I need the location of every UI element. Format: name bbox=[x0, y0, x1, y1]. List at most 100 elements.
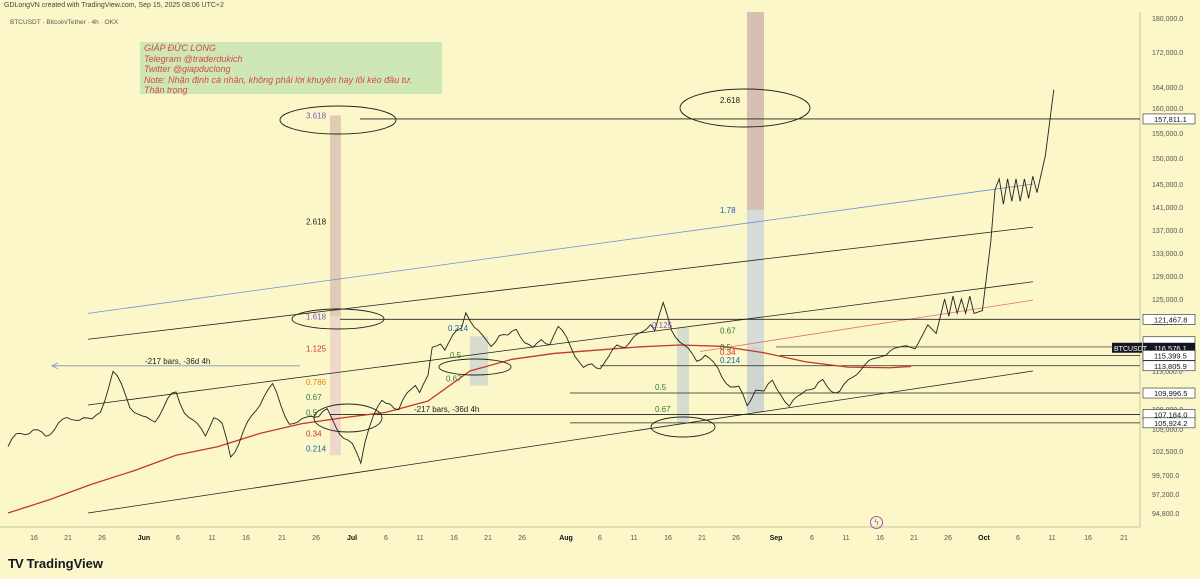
x-tick-label: 21 bbox=[484, 535, 492, 542]
highlight-ellipse bbox=[679, 88, 811, 128]
author-note: GIÁP ĐỨC LONG Telegram @traderdukich Twi… bbox=[140, 42, 442, 95]
fib-label-left: 0.786 bbox=[306, 378, 327, 387]
y-tick-label: 145,000.0 bbox=[1152, 182, 1183, 189]
y-tick-label: 155,000.0 bbox=[1152, 131, 1183, 138]
y-tick-label: 137,000.0 bbox=[1152, 228, 1183, 235]
x-tick-label: 6 bbox=[598, 535, 602, 542]
tradingview-brand[interactable]: TV TradingView bbox=[8, 556, 103, 571]
x-tick-label: 11 bbox=[630, 535, 637, 542]
highlight-ellipse bbox=[650, 416, 716, 438]
x-tick-label: Oct bbox=[978, 535, 990, 542]
y-tick-label: 113,000.0 bbox=[1152, 369, 1183, 376]
y-tick-label: 180,000.0 bbox=[1152, 16, 1183, 23]
highlight-ellipse bbox=[291, 308, 385, 330]
x-tick-label: 16 bbox=[450, 535, 458, 542]
price-tag-label: 121,467.8 bbox=[1154, 315, 1187, 324]
projection-path-line bbox=[914, 89, 1055, 350]
tradingview-logo-icon: TV bbox=[8, 556, 24, 571]
creator-line: GDLongVN created with TradingView.com, S… bbox=[4, 2, 224, 9]
highlight-ellipse bbox=[313, 403, 383, 433]
x-tick-label: 6 bbox=[384, 535, 388, 542]
y-tick-label: 99,700.0 bbox=[1152, 473, 1179, 480]
price-series-line bbox=[7, 300, 916, 465]
y-tick-label: 102,500.0 bbox=[1152, 449, 1183, 456]
symbol-tag bbox=[1112, 342, 1142, 353]
y-tick-label: 172,000.0 bbox=[1152, 50, 1183, 57]
x-tick-label: 21 bbox=[698, 535, 706, 542]
fib-label-mid: 0.67 bbox=[446, 374, 462, 383]
price-tag-label: 109,996.5 bbox=[1154, 389, 1187, 398]
channel-mid-line bbox=[87, 281, 1034, 406]
fib-zone-lower-left bbox=[330, 316, 341, 456]
price-tag-label: 157,811.1 bbox=[1154, 115, 1187, 124]
fib-label-mid: 0.5 bbox=[450, 351, 462, 360]
fib-label-mid: 0.125 bbox=[652, 321, 673, 330]
y-tick-label: 150,000.0 bbox=[1152, 156, 1183, 163]
note-line: GIÁP ĐỨC LONG bbox=[144, 43, 216, 53]
blue-trend-line bbox=[87, 183, 1034, 314]
price-tag-label: 107,184.0 bbox=[1154, 410, 1187, 419]
x-tick-label: 26 bbox=[944, 535, 952, 542]
x-tick-label: 16 bbox=[876, 535, 884, 542]
y-tick-label: 164,000.0 bbox=[1152, 85, 1183, 92]
flash-icon[interactable]: ϟ bbox=[870, 516, 883, 529]
fib-zone-upper-right bbox=[747, 12, 764, 210]
x-tick-label: 6 bbox=[810, 535, 814, 542]
y-tick-label: 133,000.0 bbox=[1152, 251, 1183, 258]
x-tick-label: 21 bbox=[64, 535, 72, 542]
highlight-ellipse bbox=[279, 105, 397, 135]
price-tag-label: 105,924.2 bbox=[1154, 419, 1187, 428]
x-tick-label: Sep bbox=[770, 535, 783, 542]
x-tick-label: 16 bbox=[664, 535, 672, 542]
x-tick-label: Jul bbox=[347, 535, 357, 542]
fib-label-right: 0.34 bbox=[720, 348, 736, 357]
x-tick-label: 11 bbox=[842, 535, 849, 542]
fib-label-left: 0.67 bbox=[306, 393, 322, 402]
x-tick-label: 6 bbox=[176, 535, 180, 542]
fib-label-left: 0.34 bbox=[306, 429, 322, 438]
note-line: Note: Nhận định cá nhân, không phải lời … bbox=[144, 74, 413, 85]
fib-label-left: 2.618 bbox=[306, 217, 327, 226]
price-tag bbox=[1142, 360, 1196, 372]
note-line: Twitter @giapduclong bbox=[144, 64, 231, 74]
fib-zone-upper-left bbox=[330, 115, 341, 317]
price-tag bbox=[1142, 417, 1196, 429]
bars-annotation: -217 bars, -36d 4h bbox=[414, 405, 479, 414]
current-price-label: 116,576.1 bbox=[1154, 344, 1187, 353]
moving-average-line bbox=[7, 344, 912, 514]
symbol-line[interactable]: BTCUSDT · Bitcoin/Tether · 4h · OKX bbox=[10, 19, 119, 26]
y-tick-label: 94,800.0 bbox=[1152, 511, 1179, 518]
x-tick-label: 26 bbox=[312, 535, 320, 542]
fib-label-right: 0.214 bbox=[720, 356, 741, 365]
fib-label-right: 1.78 bbox=[720, 206, 736, 215]
x-tick-label: 26 bbox=[732, 535, 740, 542]
y-tick-label: 160,000.0 bbox=[1152, 106, 1183, 113]
fib-label-left: 0.5 bbox=[306, 408, 318, 417]
price-tag bbox=[1142, 387, 1196, 399]
brand-name: TradingView bbox=[26, 556, 103, 571]
fib-zone-mid-right bbox=[747, 209, 764, 347]
fib-label-right: 0.5 bbox=[655, 383, 667, 392]
x-tick-label: 6 bbox=[1016, 535, 1020, 542]
highlight-ellipse bbox=[438, 358, 512, 376]
x-tick-label: 26 bbox=[98, 535, 106, 542]
price-tag bbox=[1142, 314, 1196, 325]
x-tick-label: 16 bbox=[242, 535, 250, 542]
y-tick-label: 125,000.0 bbox=[1152, 297, 1183, 304]
fib-label-mid: 0.214 bbox=[448, 324, 469, 333]
current-price-bg bbox=[1143, 342, 1195, 353]
x-tick-label: 16 bbox=[30, 535, 38, 542]
y-tick-label: 97,200.0 bbox=[1152, 492, 1179, 499]
x-tick-label: 21 bbox=[1120, 535, 1128, 542]
price-tag-label: 115,399.5 bbox=[1154, 351, 1187, 360]
y-tick-label: 129,000.0 bbox=[1152, 274, 1183, 281]
channel-lower-line bbox=[87, 370, 1034, 514]
fib-label-left: 3.618 bbox=[306, 112, 327, 121]
x-tick-label: 11 bbox=[1048, 535, 1055, 542]
x-tick-label: Jun bbox=[138, 535, 150, 542]
fib-label-right: 0.67 bbox=[655, 405, 671, 414]
fib-zone-lower-right bbox=[747, 346, 764, 413]
y-tick-label: 105,000.0 bbox=[1152, 427, 1183, 434]
channel-upper-line bbox=[87, 226, 1034, 340]
